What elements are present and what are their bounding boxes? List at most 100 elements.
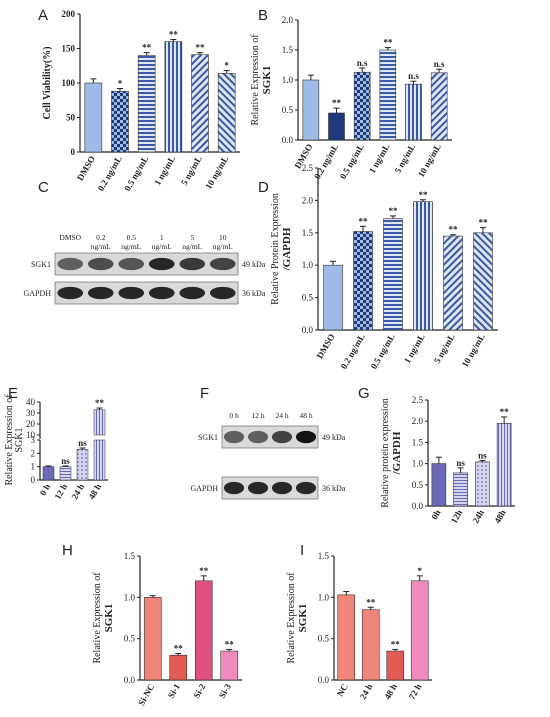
bar bbox=[217, 73, 236, 153]
y-tick-label: 0.0 bbox=[282, 135, 294, 145]
sgk1-band bbox=[247, 430, 269, 444]
sgk1-blot-strip bbox=[221, 425, 319, 449]
bar bbox=[496, 423, 512, 507]
y-axis-title: Cell Viability(%) bbox=[42, 46, 53, 119]
lane-label: ng/mL bbox=[152, 242, 172, 251]
y-tick-label: 1.0 bbox=[412, 459, 424, 469]
x-tick-label: 48h bbox=[492, 508, 508, 525]
significance-mark: ** bbox=[174, 644, 184, 654]
y-tick-label: 1.5 bbox=[318, 551, 330, 561]
x-tick-label: 10 ng/mL bbox=[416, 142, 443, 179]
lane-label: 10 bbox=[219, 233, 227, 242]
sgk1-band bbox=[118, 257, 145, 271]
lane-label: 0.5 bbox=[127, 233, 137, 242]
gapdh-band bbox=[118, 286, 145, 300]
bar bbox=[143, 597, 162, 681]
bar bbox=[323, 264, 343, 331]
significance-mark: ** bbox=[196, 43, 206, 53]
panel-letter-c: C bbox=[38, 179, 49, 196]
blot-row-label: SGK1 bbox=[198, 433, 218, 442]
x-tick-label: DMSO bbox=[75, 154, 97, 182]
blot-row-label: GAPDH bbox=[23, 289, 51, 298]
y-axis-title: Relative Protein Expression bbox=[270, 193, 281, 305]
significance-mark: ** bbox=[169, 30, 179, 40]
significance-mark: ** bbox=[500, 407, 510, 417]
y-tick-label: 1.5 bbox=[412, 437, 424, 447]
gapdh-blot-strip bbox=[221, 476, 319, 500]
significance-mark: ns bbox=[78, 438, 87, 448]
y-tick-label: 2 bbox=[31, 448, 36, 458]
bar bbox=[431, 463, 447, 507]
gapdh-band bbox=[179, 286, 206, 300]
lane-label: ng/mL bbox=[91, 242, 111, 251]
bar bbox=[302, 79, 320, 141]
x-tick-label: 5 ng/mL bbox=[179, 154, 204, 187]
gapdh-band bbox=[247, 481, 269, 495]
blot-size-label: 36 kDa bbox=[242, 289, 266, 298]
bar bbox=[93, 439, 106, 481]
panel-letter-i: I bbox=[300, 542, 304, 559]
x-tick-label: 72 h bbox=[407, 682, 424, 701]
lane-label: 48 h bbox=[299, 411, 312, 420]
x-tick-label: 48 h bbox=[86, 482, 103, 501]
significance-mark: ** bbox=[95, 398, 105, 408]
y-tick-label: 40 bbox=[26, 397, 36, 407]
lane-label: 12 h bbox=[251, 411, 264, 420]
bar bbox=[410, 580, 429, 681]
bar bbox=[386, 650, 405, 681]
x-tick-label: Si-NC bbox=[136, 682, 156, 707]
panel-letter-b: B bbox=[258, 7, 268, 24]
y-axis-title: Relative Expression of bbox=[250, 34, 261, 126]
bar bbox=[405, 83, 422, 141]
x-tick-label: 1 ng/mL bbox=[402, 332, 427, 365]
gapdh-band bbox=[223, 481, 245, 495]
bar bbox=[337, 594, 356, 681]
significance-mark: * bbox=[418, 566, 423, 576]
significance-mark: ** bbox=[391, 639, 401, 649]
sgk1-band bbox=[87, 257, 114, 271]
y-tick-label: 0.5 bbox=[124, 634, 136, 644]
y-tick-label: 3 bbox=[31, 435, 36, 445]
significance-mark: ** bbox=[366, 597, 376, 607]
bar bbox=[42, 466, 55, 481]
y-tick-label: 1.5 bbox=[302, 228, 314, 238]
x-tick-label: 24 h bbox=[69, 482, 86, 501]
blot-row-label: GAPDH bbox=[190, 484, 218, 493]
x-tick-label: 5 ng/mL bbox=[392, 142, 417, 175]
significance-mark: * bbox=[224, 61, 229, 71]
x-tick-label: 1 ng/mL bbox=[367, 142, 392, 175]
y-tick-label: 0.0 bbox=[318, 675, 330, 685]
y-tick-label: 1.0 bbox=[124, 592, 136, 602]
y-axis-title-2: /GAPDH bbox=[281, 227, 293, 271]
chart-cell-viability: 0 50 100 150 200 Cell Viability(%) DMSO * 0.2 ng… bbox=[42, 9, 240, 193]
lane-label: ng/mL bbox=[213, 242, 233, 251]
x-tick-label: DMSO bbox=[315, 332, 337, 360]
significance-mark: ** bbox=[449, 225, 459, 235]
bar bbox=[379, 49, 397, 141]
x-tick-label: 12 h bbox=[52, 482, 69, 501]
x-tick-label: Si-2 bbox=[191, 682, 207, 700]
y-tick-label: 0.5 bbox=[318, 634, 330, 644]
bar bbox=[137, 55, 156, 153]
western-blot-f: 0 h 12 h 24 h 48 h SGK1 49 kDa GAPDH 36 kDa bbox=[190, 411, 346, 500]
lane-label: ng/mL bbox=[182, 242, 202, 251]
y-axis-title-2: SGK1 bbox=[297, 604, 309, 633]
bar bbox=[76, 449, 89, 481]
y-tick-label: 2.5 bbox=[302, 163, 314, 173]
x-tick-label: 0.5 ng/mL bbox=[122, 154, 150, 193]
chart-sirna-time-course: 0.0 0.5 1.0 1.5 Relative Expression of SGK1 NC… bbox=[286, 551, 432, 701]
lane-label: 24 h bbox=[275, 411, 288, 420]
sgk1-band bbox=[148, 257, 175, 271]
y-tick-label: 1.0 bbox=[302, 260, 314, 270]
y-tick-label: 1.0 bbox=[318, 592, 330, 602]
y-axis-title-2: SGK1 bbox=[261, 66, 273, 95]
blot-size-label: 36 kDa bbox=[322, 484, 346, 493]
bar bbox=[191, 54, 209, 153]
blot-row-label: SGK1 bbox=[31, 260, 51, 269]
x-tick-label: 0 h bbox=[38, 482, 53, 497]
bar bbox=[383, 218, 403, 331]
lane-label: 5 bbox=[190, 233, 194, 242]
significance-mark: ** bbox=[479, 218, 489, 228]
bar bbox=[475, 461, 490, 507]
y-tick-label: 0.0 bbox=[302, 325, 314, 335]
